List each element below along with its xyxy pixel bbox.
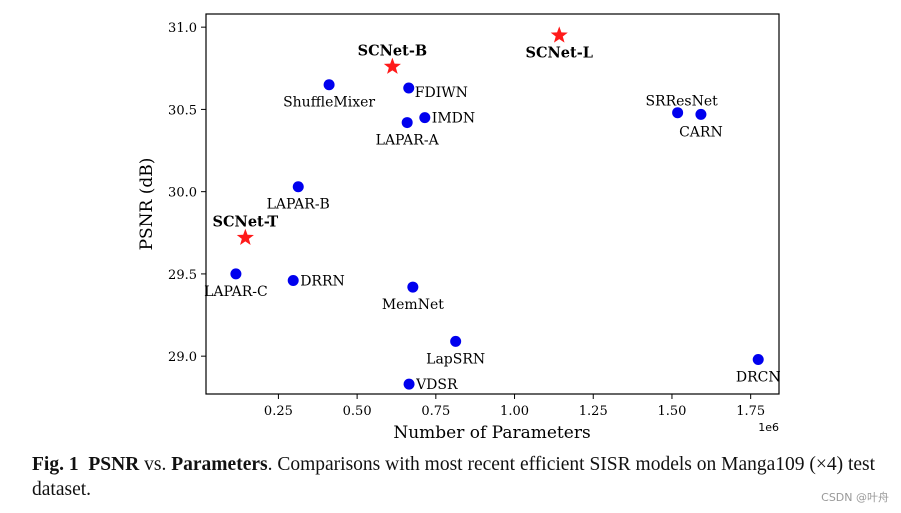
point-imdn [419,112,431,124]
y-tick-label: 29.5 [168,268,197,283]
point-label-shufflemixer: ShuffleMixer [283,95,375,111]
caption-vs: vs. [139,454,172,475]
point-label-scnet-l: SCNet-L [526,44,593,61]
point-memnet [407,281,419,293]
point-label-drrn: DRRN [300,273,345,289]
point-lapsrn [450,335,462,347]
x-tick-label: 0.75 [421,404,450,419]
x-tick-label: 1.75 [736,404,765,419]
point-label-lapar-c: LAPAR-C [204,284,268,300]
point-scnet-l-star [550,26,568,43]
caption-parameters: Parameters [171,454,268,475]
x-tick-label: 1.25 [579,404,608,419]
point-label-srresnet: SRResNet [645,94,718,110]
y-tick-label: 31.0 [168,21,197,36]
point-carn [695,108,707,120]
point-label-fdiwn: FDIWN [415,85,468,101]
caption-fig-label: Fig. 1 [32,454,79,475]
point-label-vdsr: VDSR [415,377,458,393]
x-tick-label: 1.50 [657,404,686,419]
point-vdsr [403,378,415,390]
point-lapar-a [401,117,413,129]
point-label-scnet-b: SCNet-B [358,43,427,60]
y-tick-label: 30.5 [168,103,197,118]
x-tick-label: 0.25 [264,404,293,419]
point-label-memnet: MemNet [382,297,444,313]
caption-rest: . Comparisons with most recent efficient… [32,454,876,500]
point-label-lapsrn: LapSRN [426,351,485,367]
point-label-lapar-b: LAPAR-B [267,197,330,213]
y-tick-label: 30.0 [168,186,197,201]
x-axis-multiplier: 1e6 [758,421,779,434]
point-label-carn: CARN [679,124,723,140]
point-drcn [752,353,764,365]
data-points: ShuffleMixer FDIWN IMDN LAPAR-A SRResNet CARN… [204,26,781,393]
point-label-imdn: IMDN [432,111,475,127]
figure-caption: Fig. 1 PSNR vs. Parameters. Comparisons … [32,452,892,502]
x-tick-label: 0.50 [343,404,372,419]
y-axis-label: PSNR (dB) [137,158,157,251]
point-lapar-c [230,268,242,280]
point-srresnet [672,107,684,119]
x-axis-label: Number of Parameters [393,423,590,443]
x-axis-ticks: 0.25 0.50 0.75 1.00 1.25 1.50 1.75 [264,394,765,419]
point-lapar-b [292,181,304,193]
point-label-lapar-a: LAPAR-A [376,133,440,149]
point-scnet-b-star [383,57,401,74]
y-tick-label: 29.0 [168,350,197,365]
plot-area-frame [205,13,780,395]
point-label-scnet-t: SCNet-T [213,214,279,231]
scatter-chart: 0.25 0.50 0.75 1.00 1.25 1.50 1.75 29.0 29.5 30.… [137,13,781,443]
y-axis-ticks: 29.0 29.5 30.0 30.5 31.0 [168,21,206,365]
watermark: CSDN @叶舟 [821,491,889,504]
point-scnet-t-star [236,228,254,245]
point-fdiwn [403,82,415,94]
point-drrn [287,274,299,286]
caption-psnr: PSNR [88,454,140,475]
x-tick-label: 1.00 [500,404,529,419]
point-shufflemixer [323,79,335,91]
point-label-drcn: DRCN [736,369,781,385]
